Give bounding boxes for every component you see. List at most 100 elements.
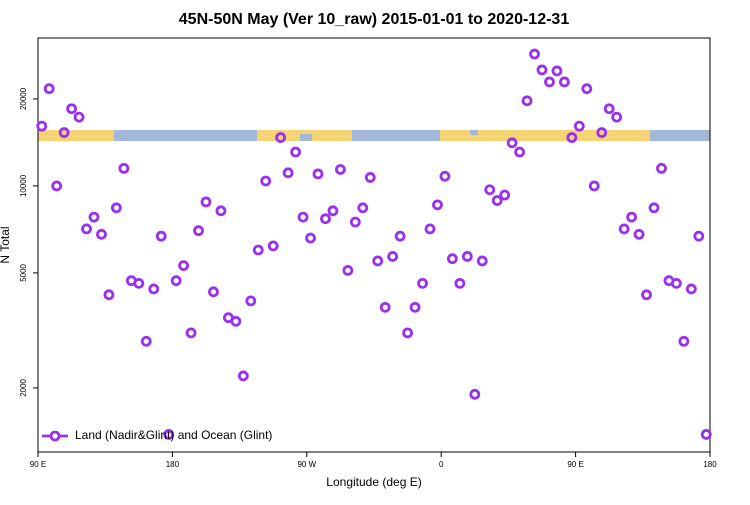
data-point (454, 277, 466, 289)
data-point (155, 230, 167, 242)
data-point (178, 260, 190, 271)
data-point (484, 184, 496, 196)
data-point (342, 265, 354, 276)
legend-marker (49, 430, 61, 442)
land-ocean-strip (38, 130, 710, 141)
legend-label: Land (Nadir&Glint) and Ocean (Glint) (75, 428, 272, 442)
data-point (275, 132, 287, 143)
data-point (596, 127, 608, 138)
data-point (678, 335, 690, 347)
data-point (506, 137, 518, 149)
data-point (641, 289, 652, 301)
data-point (685, 283, 697, 295)
data-point (372, 255, 384, 267)
data-point (215, 205, 227, 217)
data-point (170, 275, 182, 287)
data-point (581, 83, 593, 95)
data-point (237, 370, 249, 382)
data-point (573, 120, 585, 132)
data-point (334, 164, 346, 175)
data-point (193, 225, 204, 237)
data-point (559, 76, 570, 88)
data-point (185, 327, 197, 339)
data-point (656, 162, 667, 174)
data-point (402, 327, 414, 339)
data-point (200, 196, 212, 208)
data-point (148, 283, 160, 295)
data-point (88, 211, 100, 223)
data-point (73, 111, 85, 123)
data-point (514, 146, 525, 158)
data-point (252, 244, 264, 256)
data-point (394, 230, 406, 242)
data-point (439, 170, 451, 182)
land-band (38, 130, 114, 141)
data-point (476, 255, 488, 267)
data-point (267, 240, 279, 252)
data-point (379, 301, 391, 313)
x-tick-label: 180 (166, 460, 180, 469)
x-tick-label: 180 (703, 460, 717, 469)
data-point (461, 251, 473, 262)
data-point (58, 127, 70, 138)
y-tick-label: 2000 (19, 378, 28, 396)
data-point (305, 232, 316, 244)
chart-title: 45N-50N May (Ver 10_raw) 2015-01-01 to 2… (179, 11, 570, 28)
y-tick-label: 20000 (19, 87, 28, 110)
ocean-band (300, 134, 312, 141)
y-tick-label: 5000 (19, 263, 28, 281)
data-point (521, 95, 533, 107)
data-point (364, 172, 376, 183)
y-axis-label: N Total (0, 226, 12, 263)
data-point (111, 202, 122, 214)
data-point (320, 213, 331, 225)
data-point (312, 168, 324, 180)
data-point (245, 295, 257, 307)
data-point (417, 277, 428, 289)
data-point (140, 335, 152, 347)
data-point (671, 277, 682, 289)
x-tick-label: 90 E (567, 460, 583, 469)
data-point (491, 195, 503, 206)
data-point (133, 277, 145, 289)
ocean-band (38, 130, 710, 141)
ocean-band (470, 130, 478, 135)
data-point (118, 162, 130, 174)
data-point (290, 146, 302, 158)
data-point (260, 175, 272, 187)
data-point (588, 180, 600, 192)
data-point (96, 228, 107, 240)
data-point (51, 180, 63, 192)
data-point (626, 211, 637, 223)
data-point (544, 76, 555, 88)
x-axis-label: Longitude (deg E) (326, 475, 421, 489)
data-point (566, 132, 578, 143)
data-point (603, 103, 615, 115)
x-tick-label: 90 E (30, 460, 46, 469)
data-point (282, 167, 294, 179)
plot-frame (37, 37, 711, 453)
data-point (469, 388, 481, 400)
data-point (327, 205, 339, 217)
data-point (66, 103, 77, 115)
data-point (499, 189, 511, 201)
data-point (36, 120, 48, 132)
x-tick-label: 90 W (297, 460, 316, 469)
data-point (349, 216, 361, 228)
data-point (424, 223, 436, 235)
data-point (357, 202, 369, 214)
data-point (551, 65, 563, 77)
data-point (163, 429, 175, 440)
data-point (700, 429, 712, 440)
data-point (611, 111, 623, 123)
data-point (536, 64, 548, 76)
data-point (648, 202, 660, 214)
data-point (432, 199, 443, 211)
data-point (387, 251, 399, 262)
data-point (297, 211, 309, 223)
data-point (43, 83, 55, 95)
data-point (208, 286, 219, 298)
data-point (230, 315, 242, 327)
